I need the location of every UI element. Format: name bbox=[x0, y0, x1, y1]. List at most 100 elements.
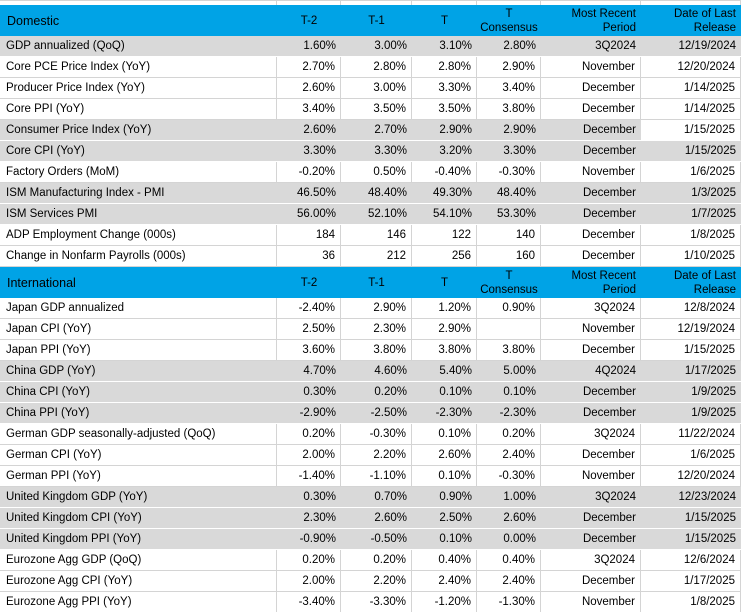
value-t2: -2.40% bbox=[277, 298, 341, 319]
indicator-label: United Kingdom CPI (YoY) bbox=[0, 508, 277, 529]
value-t1: 3.80% bbox=[341, 340, 412, 361]
value-t-consensus: 2.40% bbox=[477, 571, 541, 592]
value-most-recent-period: 3Q2024 bbox=[541, 36, 641, 57]
value-most-recent-period: November bbox=[541, 466, 641, 487]
indicator-label: Core PPI (YoY) bbox=[0, 99, 277, 120]
value-most-recent-period: December bbox=[541, 99, 641, 120]
value-most-recent-period: 3Q2024 bbox=[541, 487, 641, 508]
value-t-consensus: 2.60% bbox=[477, 508, 541, 529]
value-most-recent-period: December bbox=[541, 382, 641, 403]
table-body: Domestic T-2 T-1 T T Consensus Most Rece… bbox=[0, 5, 741, 612]
value-t: 0.10% bbox=[412, 424, 477, 445]
indicator-label: Change in Nonfarm Payrolls (000s) bbox=[0, 246, 277, 267]
gridline-cell bbox=[277, 1, 341, 5]
value-t: 0.10% bbox=[412, 382, 477, 403]
top-gridline-strip bbox=[0, 0, 741, 5]
value-t2: 3.60% bbox=[277, 340, 341, 361]
value-t: 0.40% bbox=[412, 550, 477, 571]
value-t1: 2.90% bbox=[341, 298, 412, 319]
value-t1: 3.50% bbox=[341, 99, 412, 120]
indicator-label: China PPI (YoY) bbox=[0, 403, 277, 424]
value-t2: 2.60% bbox=[277, 78, 341, 99]
value-t-consensus: 0.00% bbox=[477, 529, 541, 550]
gridline-cell bbox=[341, 1, 412, 5]
value-t2: 1.60% bbox=[277, 36, 341, 57]
value-t1: 212 bbox=[341, 246, 412, 267]
value-date-of-last-release: 12/20/2024 bbox=[641, 57, 741, 78]
section-header-row: Domestic T-2 T-1 T T Consensus Most Rece… bbox=[0, 5, 741, 36]
value-most-recent-period: December bbox=[541, 225, 641, 246]
value-date-of-last-release: 12/19/2024 bbox=[641, 319, 741, 340]
indicator-label: German PPI (YoY) bbox=[0, 466, 277, 487]
value-t-consensus: 2.80% bbox=[477, 36, 541, 57]
section-rows: Japan GDP annualized -2.40% 2.90% 1.20% … bbox=[0, 298, 741, 612]
value-most-recent-period: December bbox=[541, 204, 641, 225]
value-date-of-last-release: 12/20/2024 bbox=[641, 466, 741, 487]
value-date-of-last-release: 1/17/2025 bbox=[641, 361, 741, 382]
value-t1: 2.30% bbox=[341, 319, 412, 340]
value-most-recent-period: December bbox=[541, 508, 641, 529]
value-t: 0.10% bbox=[412, 529, 477, 550]
value-t1: -2.50% bbox=[341, 403, 412, 424]
value-most-recent-period: November bbox=[541, 162, 641, 183]
value-t-consensus: 2.90% bbox=[477, 57, 541, 78]
value-t-consensus: 0.20% bbox=[477, 424, 541, 445]
gridline-cell bbox=[541, 1, 641, 5]
value-t-consensus: 0.10% bbox=[477, 382, 541, 403]
value-t1: 2.20% bbox=[341, 571, 412, 592]
value-date-of-last-release: 1/15/2025 bbox=[641, 529, 741, 550]
value-t-consensus: 0.40% bbox=[477, 550, 541, 571]
value-date-of-last-release: 1/9/2025 bbox=[641, 382, 741, 403]
table-row: Japan CPI (YoY) 2.50% 2.30% 2.90% Novemb… bbox=[0, 319, 741, 340]
value-t: 5.40% bbox=[412, 361, 477, 382]
value-t-consensus: 3.80% bbox=[477, 99, 541, 120]
column-header-t2: T-2 bbox=[300, 276, 318, 289]
indicator-label: China CPI (YoY) bbox=[0, 382, 277, 403]
indicator-label: Japan PPI (YoY) bbox=[0, 340, 277, 361]
value-t2: 2.30% bbox=[277, 508, 341, 529]
value-date-of-last-release: 1/7/2025 bbox=[641, 204, 741, 225]
value-t: 0.90% bbox=[412, 487, 477, 508]
value-t1: 2.60% bbox=[341, 508, 412, 529]
table-row: Factory Orders (MoM) -0.20% 0.50% -0.40%… bbox=[0, 162, 741, 183]
value-t-consensus: 0.90% bbox=[477, 298, 541, 319]
column-header-t-consensus: T Consensus bbox=[480, 7, 538, 34]
value-date-of-last-release: 1/10/2025 bbox=[641, 246, 741, 267]
value-t1: -3.30% bbox=[341, 592, 412, 612]
indicator-label: Producer Price Index (YoY) bbox=[0, 78, 277, 99]
indicator-label: German CPI (YoY) bbox=[0, 445, 277, 466]
indicator-label: China GDP (YoY) bbox=[0, 361, 277, 382]
indicator-label: Core CPI (YoY) bbox=[0, 141, 277, 162]
value-date-of-last-release: 12/8/2024 bbox=[641, 298, 741, 319]
column-header-most-recent-period: Most Recent Period bbox=[571, 269, 636, 296]
indicator-label: Eurozone Agg CPI (YoY) bbox=[0, 571, 277, 592]
table-row: ADP Employment Change (000s) 184 146 122… bbox=[0, 225, 741, 246]
value-t-consensus: -1.30% bbox=[477, 592, 541, 612]
value-most-recent-period: November bbox=[541, 319, 641, 340]
indicator-label: Japan GDP annualized bbox=[0, 298, 277, 319]
value-t-consensus: 3.30% bbox=[477, 141, 541, 162]
value-t2: 0.20% bbox=[277, 550, 341, 571]
gridline-cell bbox=[477, 1, 541, 5]
value-date-of-last-release: 1/8/2025 bbox=[641, 225, 741, 246]
value-t: -0.40% bbox=[412, 162, 477, 183]
value-t2: 0.20% bbox=[277, 424, 341, 445]
value-t-consensus: 1.00% bbox=[477, 487, 541, 508]
value-most-recent-period: December bbox=[541, 529, 641, 550]
value-most-recent-period: December bbox=[541, 183, 641, 204]
table-row: German GDP seasonally-adjusted (QoQ) 0.2… bbox=[0, 424, 741, 445]
column-header-date-of-last-release: Date of Last Release bbox=[673, 7, 736, 34]
value-date-of-last-release: 1/8/2025 bbox=[641, 592, 741, 612]
value-date-of-last-release: 1/9/2025 bbox=[641, 403, 741, 424]
column-header-most-recent-period: Most Recent Period bbox=[571, 7, 636, 34]
value-t: 49.30% bbox=[412, 183, 477, 204]
value-date-of-last-release: 1/17/2025 bbox=[641, 571, 741, 592]
table-row: Consumer Price Index (YoY) 2.60% 2.70% 2… bbox=[0, 120, 741, 141]
value-most-recent-period: December bbox=[541, 246, 641, 267]
table-row: German PPI (YoY) -1.40% -1.10% 0.10% -0.… bbox=[0, 466, 741, 487]
value-t1: 3.30% bbox=[341, 141, 412, 162]
value-t1: 3.00% bbox=[341, 78, 412, 99]
value-t-consensus: 3.80% bbox=[477, 340, 541, 361]
value-date-of-last-release: 1/15/2025 bbox=[641, 340, 741, 361]
